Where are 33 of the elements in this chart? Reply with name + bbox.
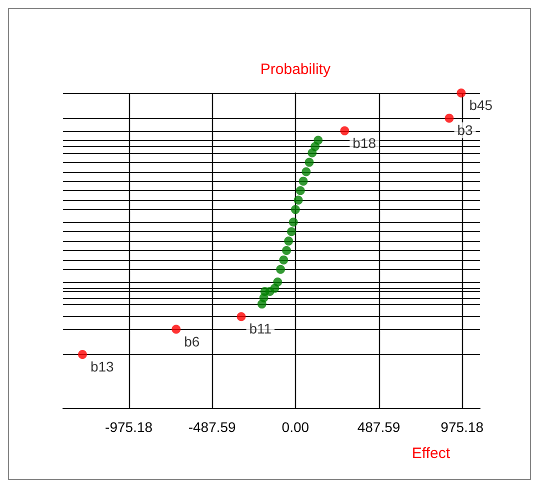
- point: [304, 158, 314, 167]
- annotation: b3: [457, 122, 474, 138]
- annotation: b11: [249, 320, 272, 337]
- x-axis-title: Effect: [412, 445, 451, 462]
- point: [279, 255, 288, 264]
- point: [288, 218, 298, 227]
- point: [296, 186, 305, 196]
- x-tick-label: -975.18: [105, 419, 153, 435]
- point: [287, 227, 296, 236]
- point: [290, 205, 300, 214]
- point: [314, 136, 323, 145]
- point: [340, 126, 350, 136]
- point: [172, 324, 181, 334]
- point: [78, 350, 87, 359]
- annotation: b13: [90, 358, 114, 374]
- point: [298, 176, 308, 186]
- x-tick-label: 487.59: [357, 419, 400, 435]
- x-tick-label: 0.00: [282, 419, 310, 435]
- annotation: b18: [352, 134, 376, 151]
- annotation: b45: [469, 97, 493, 113]
- point: [276, 264, 286, 274]
- point: [456, 88, 466, 98]
- y-axis-title: Probability: [260, 61, 331, 78]
- point: [236, 312, 246, 322]
- point: [284, 236, 294, 246]
- point: [273, 278, 282, 286]
- point: [302, 167, 311, 176]
- point: [294, 196, 303, 205]
- point: [444, 114, 454, 123]
- x-tick-label: -487.59: [188, 419, 236, 435]
- x-tick-label: 975.18: [440, 419, 484, 435]
- annotation: b6: [184, 333, 200, 350]
- point: [282, 246, 292, 255]
